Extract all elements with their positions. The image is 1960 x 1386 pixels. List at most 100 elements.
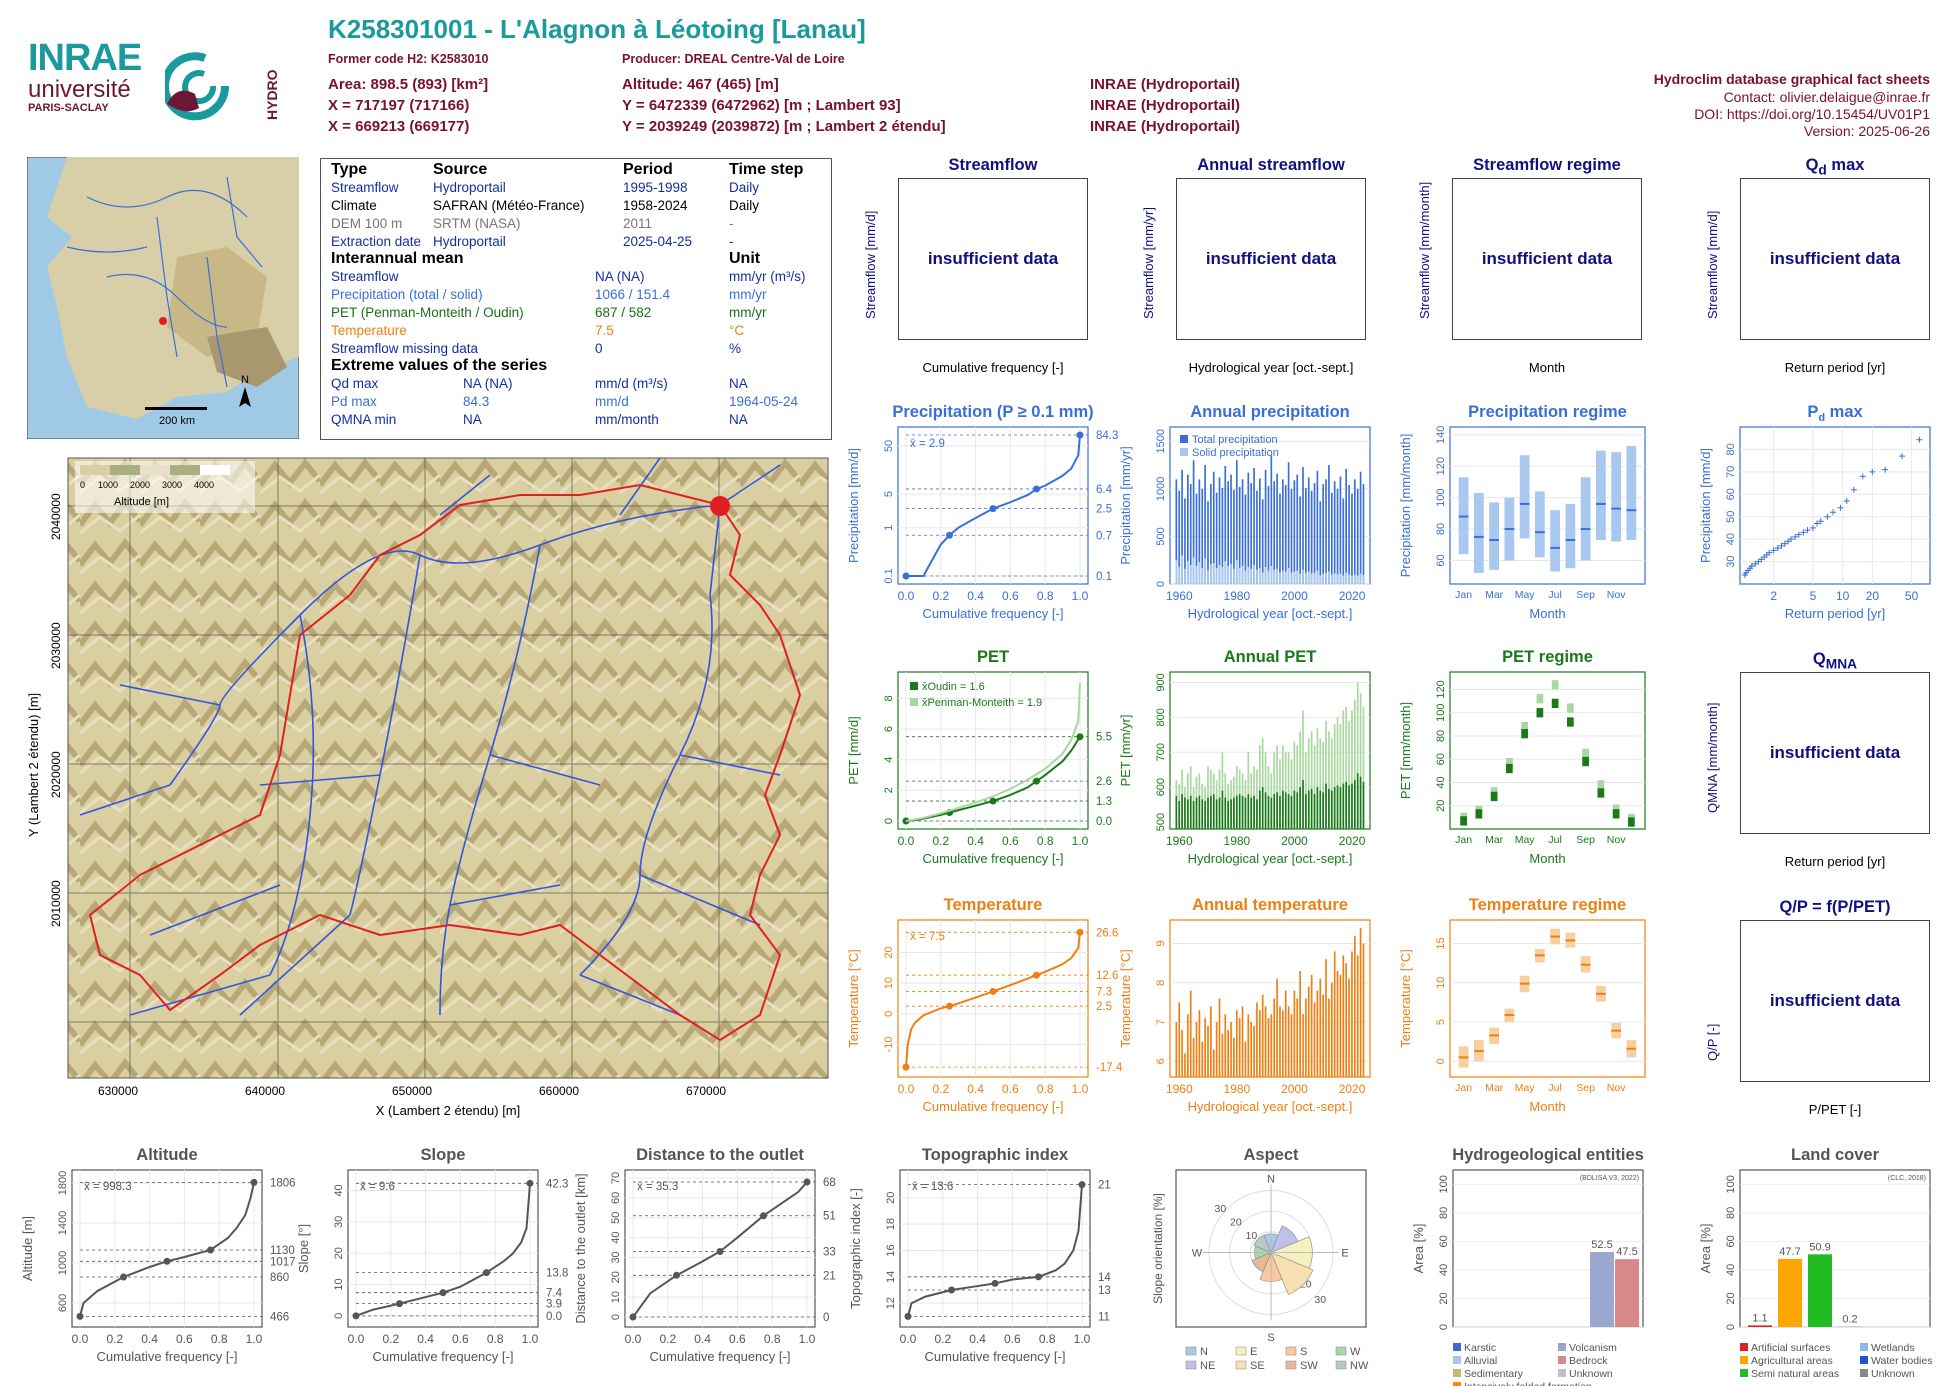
legend-label: SE [1250, 1360, 1265, 1372]
mean-name: Streamflow [331, 269, 399, 284]
y-tick-label: 10 [883, 977, 895, 989]
x-tick-label: 0.8 [211, 1332, 228, 1346]
bar [1328, 465, 1330, 584]
info-row-period: 1995-1998 [623, 180, 688, 195]
bar [1258, 790, 1261, 829]
plot-frame [1739, 426, 1931, 585]
bar [1362, 781, 1365, 829]
bar [1307, 738, 1310, 829]
bar [1233, 797, 1235, 829]
y-tick-label: 20 [1725, 1292, 1737, 1304]
y-tick-label: 40 [1725, 533, 1737, 545]
bar [1227, 481, 1229, 584]
bar [1293, 741, 1296, 829]
bar [1273, 481, 1276, 584]
data-point [1843, 498, 1850, 505]
x-axis-label: Month [1529, 606, 1565, 621]
x-tick-label: 0.6 [176, 1332, 193, 1346]
bar [1342, 783, 1345, 829]
x-tick-label: 1960 [1166, 1082, 1193, 1096]
x-tick-label: 0.2 [106, 1332, 123, 1346]
box [1551, 680, 1559, 690]
quantile-label: 12.6 [1096, 970, 1118, 982]
interannual-title: Interannual mean [331, 250, 464, 267]
legend-swatch [1740, 1369, 1748, 1377]
y-tick-label: 60 [1725, 1235, 1737, 1247]
plot-frame [1169, 671, 1371, 830]
y-tick-label: 100 [1435, 704, 1447, 722]
source-1: INRAE (Hydroportail) [1090, 76, 1240, 93]
map-xtick: 650000 [392, 1084, 432, 1098]
bar [1310, 731, 1313, 829]
box [1567, 717, 1574, 727]
insufficient-data-box: insufficient data [1176, 178, 1366, 340]
bar [1247, 1014, 1250, 1077]
info-row-type: Climate [331, 198, 377, 213]
legend-swatch [1558, 1343, 1566, 1351]
panel-title: Streamflow [948, 156, 1038, 174]
bar [1305, 752, 1307, 829]
y-tick-label: 1800 [57, 1171, 69, 1195]
bar-value-label: 50.9 [1809, 1241, 1830, 1253]
panel-ylabel: QMNA [mm/month] [1705, 702, 1720, 813]
data-point [1795, 531, 1802, 538]
extreme-unit: mm/month [595, 412, 659, 427]
quantile-point [989, 797, 997, 805]
bar [1181, 555, 1183, 584]
bar [1247, 794, 1250, 829]
legend-swatch [1180, 435, 1188, 443]
quantile-label: 5.5 [1096, 732, 1112, 744]
bar [1230, 1022, 1232, 1077]
bar [1313, 1002, 1316, 1077]
x-tick-label: 1980 [1224, 589, 1251, 603]
y-tick-label: 5 [1435, 1019, 1447, 1025]
y-tick-label: 140 [1435, 426, 1447, 444]
bar [1218, 998, 1221, 1077]
bar [1235, 795, 1238, 829]
x-tick-label: 0.6 [1004, 1332, 1021, 1346]
box [1536, 708, 1544, 718]
month-tick-label: Mar [1485, 589, 1504, 601]
bar [1201, 488, 1204, 584]
box [1475, 809, 1483, 819]
info-row-type: Extraction date [331, 234, 422, 249]
y-axis-label: Precipitation [mm/month] [1398, 434, 1413, 578]
plot-frame [1449, 671, 1646, 830]
y-tick-label: 40 [333, 1184, 345, 1196]
bar [1299, 971, 1301, 1077]
legend-label: Artificial surfaces [1751, 1342, 1830, 1354]
bar [1270, 797, 1273, 829]
mean-label: x̄ = 998.3 [84, 1181, 132, 1193]
y-tick-label: 12 [885, 1297, 897, 1309]
y-tick-label: 16 [885, 1244, 897, 1256]
bar [1175, 1022, 1178, 1077]
plot-frame [1739, 1169, 1931, 1328]
box [1534, 491, 1545, 558]
box [1506, 758, 1513, 768]
x-tick-label: 0.6 [1002, 589, 1019, 603]
month-tick-label: Sep [1576, 589, 1595, 601]
bar [1264, 1006, 1267, 1077]
bar [1302, 710, 1304, 829]
bar [1299, 787, 1301, 829]
bar [1345, 572, 1348, 584]
box [1490, 791, 1498, 802]
mean-label: x̄ = 9.6 [360, 1181, 395, 1193]
y-axis-label: Slope orientation [%] [1151, 1193, 1165, 1304]
y-tick-label: 60 [1725, 488, 1737, 500]
y-tick-label: 600 [1155, 778, 1167, 796]
bar [1215, 492, 1218, 584]
y-tick-label: 120 [1435, 680, 1447, 698]
legend-label: N [1200, 1346, 1208, 1358]
panel-title: Qd max [1805, 156, 1865, 178]
bar [1224, 1014, 1227, 1077]
legend-swatch [1335, 1360, 1347, 1370]
map-ytick: 2040000 [49, 493, 63, 540]
bar [1296, 474, 1299, 584]
bar [1296, 998, 1299, 1077]
extreme-title: Extreme values of the series [331, 357, 548, 374]
x-tick-label: 1980 [1224, 1082, 1251, 1096]
extreme-unit: mm/d (m³/s) [595, 376, 668, 391]
page-title: K258301001 - L'Alagnon à Léotoing [Lanau… [328, 14, 866, 44]
mean-unit: % [729, 341, 742, 356]
